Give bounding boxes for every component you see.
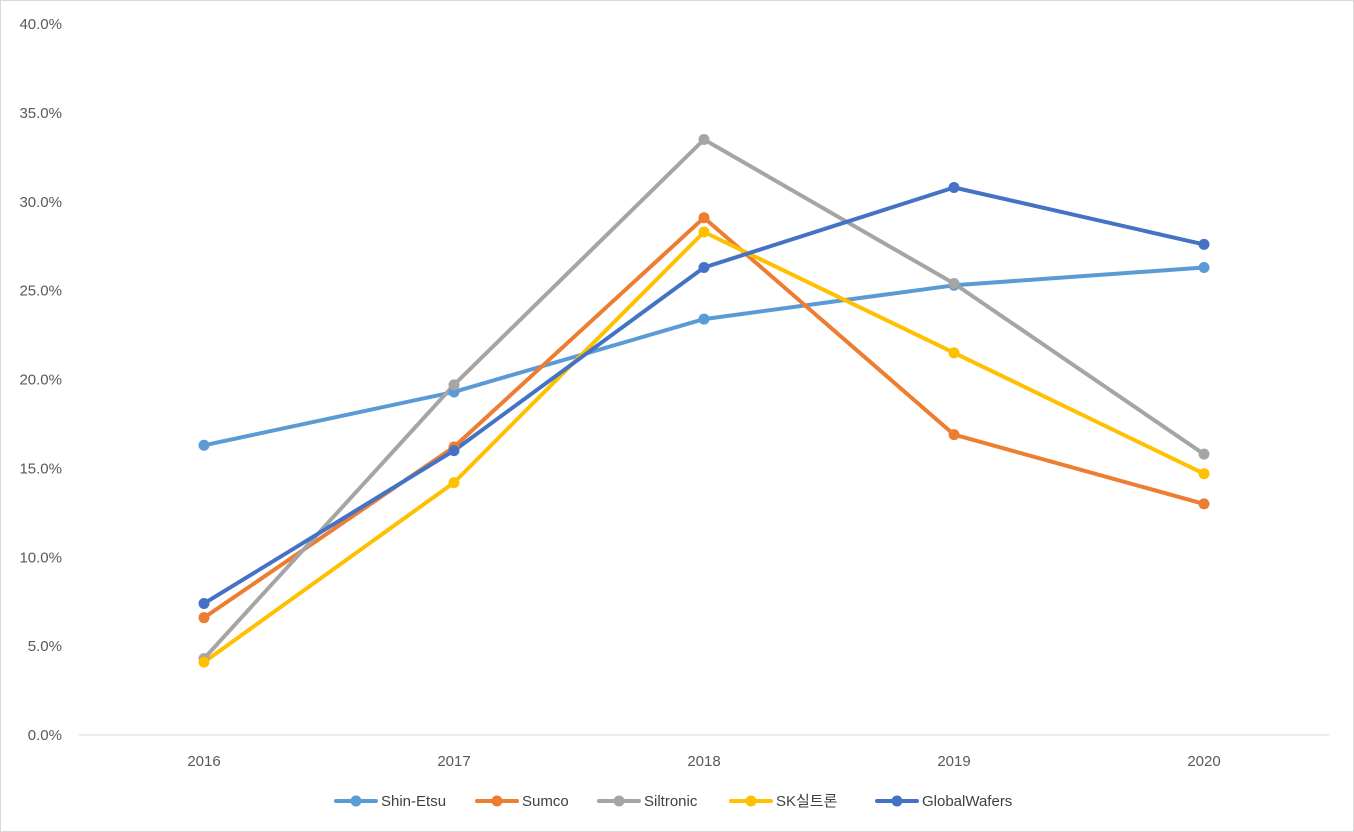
- x-axis-tick-labels: 2016 2017 2018 2019 2020: [187, 753, 1220, 770]
- legend-marker-swatch: [613, 795, 625, 807]
- data-point: [948, 429, 960, 441]
- data-point: [1198, 468, 1210, 480]
- legend-item: GlobalWafers: [875, 793, 1012, 810]
- y-tick-label: 35.0%: [19, 105, 62, 122]
- data-point: [1198, 448, 1210, 460]
- y-tick-label: 5.0%: [28, 638, 62, 655]
- data-point: [198, 597, 210, 609]
- series-line: [202, 265, 1206, 448]
- data-point: [198, 439, 210, 451]
- data-point: [198, 656, 210, 668]
- data-point: [1198, 262, 1210, 274]
- y-tick-label: 15.0%: [19, 460, 62, 477]
- legend-marker-swatch: [350, 795, 362, 807]
- y-tick-label: 40.0%: [19, 16, 62, 33]
- data-point: [1198, 238, 1210, 250]
- y-tick-label: 30.0%: [19, 194, 62, 211]
- x-tick-label: 2017: [437, 753, 470, 770]
- data-point: [1198, 498, 1210, 510]
- data-point: [448, 477, 460, 489]
- y-tick-label: 0.0%: [28, 727, 62, 744]
- data-point: [698, 212, 710, 224]
- legend-item: Shin-Etsu: [334, 793, 446, 810]
- data-point: [448, 379, 460, 391]
- data-point: [198, 612, 210, 624]
- data-point: [698, 313, 710, 325]
- series-line: [202, 185, 1206, 606]
- data-point: [948, 347, 960, 359]
- legend-label: Siltronic: [644, 793, 698, 810]
- legend-marker-swatch: [745, 795, 757, 807]
- legend-label: SK실트론: [776, 793, 838, 810]
- series-line: [202, 230, 1206, 665]
- legend-label: Shin-Etsu: [381, 793, 446, 810]
- x-tick-label: 2016: [187, 753, 220, 770]
- legend-item: Sumco: [475, 793, 569, 810]
- x-tick-label: 2019: [937, 753, 970, 770]
- legend-label: GlobalWafers: [922, 793, 1012, 810]
- x-tick-label: 2020: [1187, 753, 1220, 770]
- data-point: [698, 262, 710, 274]
- data-point: [698, 226, 710, 238]
- data-point: [698, 134, 710, 146]
- y-tick-label: 25.0%: [19, 283, 62, 300]
- y-tick-label: 20.0%: [19, 372, 62, 389]
- legend-item: SK실트론: [729, 793, 838, 810]
- legend-marker-swatch: [891, 795, 903, 807]
- x-tick-label: 2018: [687, 753, 720, 770]
- legend: Shin-Etsu Sumco Siltronic SK실트론 GlobalWafers: [334, 793, 1012, 810]
- legend-label: Sumco: [522, 793, 569, 810]
- legend-marker-swatch: [491, 795, 503, 807]
- y-axis-tick-labels: 0.0% 5.0% 10.0% 15.0% 20.0% 25.0% 30.0% 35.0% 40…: [19, 16, 62, 744]
- series-markers: [198, 134, 1210, 668]
- data-point: [948, 182, 960, 194]
- legend-item: Siltronic: [597, 793, 698, 810]
- data-point: [448, 445, 460, 457]
- y-tick-label: 10.0%: [19, 549, 62, 566]
- data-point: [948, 278, 960, 290]
